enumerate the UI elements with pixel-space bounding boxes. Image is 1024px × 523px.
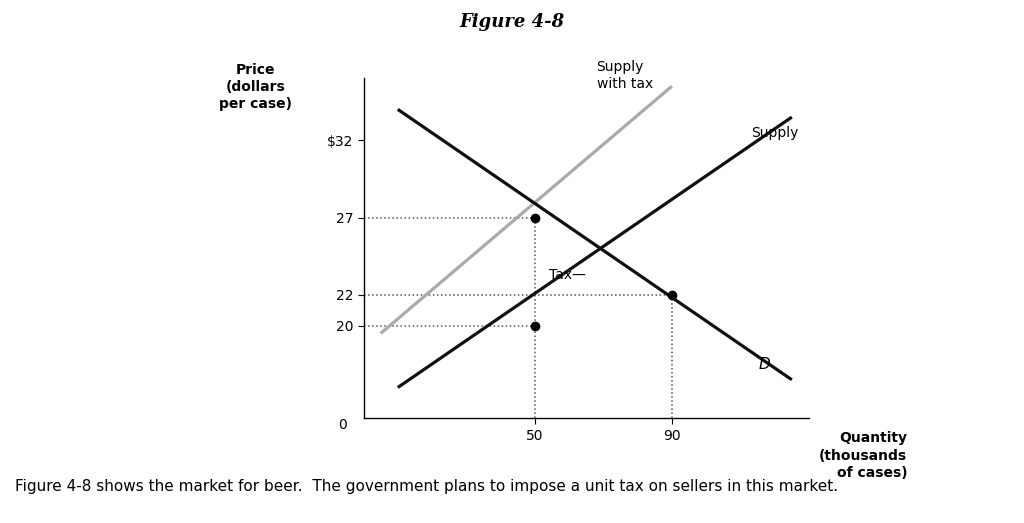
Text: Quantity
(thousands
of cases): Quantity (thousands of cases)	[819, 431, 907, 480]
Text: Figure 4-8 shows the market for beer.  The government plans to impose a unit tax: Figure 4-8 shows the market for beer. Th…	[15, 479, 839, 494]
Text: Supply
with tax: Supply with tax	[597, 60, 652, 91]
Text: 0: 0	[338, 418, 346, 433]
Text: Price
(dollars
per case): Price (dollars per case)	[219, 63, 292, 111]
Text: $\it{D}$: $\it{D}$	[758, 356, 771, 372]
Text: Tax—: Tax—	[549, 268, 586, 282]
Text: Figure 4-8: Figure 4-8	[460, 13, 564, 31]
Text: Supply: Supply	[751, 126, 798, 140]
